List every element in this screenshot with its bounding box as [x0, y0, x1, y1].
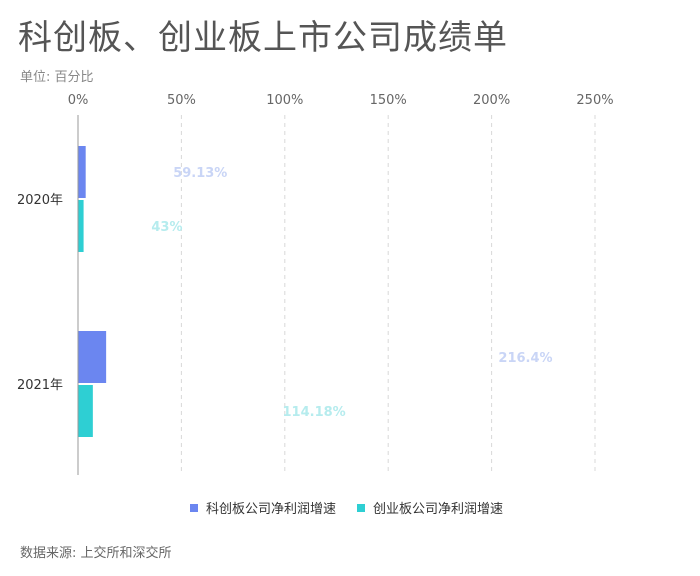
bar-star-market-2020 — [78, 146, 86, 198]
legend-swatch-series-1 — [190, 503, 198, 512]
bar-star-market-2021 — [78, 331, 107, 383]
x-tick-label: 200% — [473, 93, 510, 108]
x-tick-label: 250% — [576, 93, 613, 108]
legend-label-series-2: 创业板公司净利润增速 — [373, 502, 504, 517]
legend-swatch-series-2 — [357, 503, 365, 512]
grid-lines — [180, 115, 596, 475]
x-axis-ticks: 0% 50% 100% 150% 200% 250% — [68, 93, 614, 108]
data-source: 数据来源: 上交所和深交所 — [20, 546, 172, 561]
bar-chinext-2020 — [78, 200, 84, 252]
legend: 科创板公司净利润增速 创业板公司净利润增速 — [0, 498, 700, 518]
x-tick-label: 100% — [266, 93, 303, 108]
data-label: 216.4% — [498, 351, 552, 366]
unit-label: 单位: 百分比 — [20, 70, 94, 85]
x-tick-label: 0% — [68, 93, 89, 108]
bars — [78, 146, 107, 437]
category-label: 2020年 — [17, 193, 63, 208]
data-label: 59.13% — [173, 166, 227, 181]
bar-chart: 0% 50% 100% 150% 200% 250% 2020年 2021年 59.13% 2… — [17, 93, 614, 475]
chart-title: 科创板、创业板上市公司成绩单 — [18, 18, 508, 58]
legend-label-series-1: 科创板公司净利润增速 — [206, 502, 337, 517]
legend-item-series-1: 科创板公司净利润增速 — [190, 498, 336, 517]
legend-item-series-2: 创业板公司净利润增速 — [357, 498, 503, 517]
category-label: 2021年 — [17, 378, 63, 393]
x-tick-label: 50% — [167, 93, 196, 108]
data-label: 43% — [151, 220, 182, 235]
x-tick-label: 150% — [370, 93, 407, 108]
data-label: 114.18% — [283, 405, 346, 420]
bar-chinext-2021 — [78, 385, 93, 437]
category-labels: 2020年 2021年 — [17, 193, 63, 393]
data-labels: 59.13% 216.4% 43% 114.18% — [151, 166, 552, 420]
